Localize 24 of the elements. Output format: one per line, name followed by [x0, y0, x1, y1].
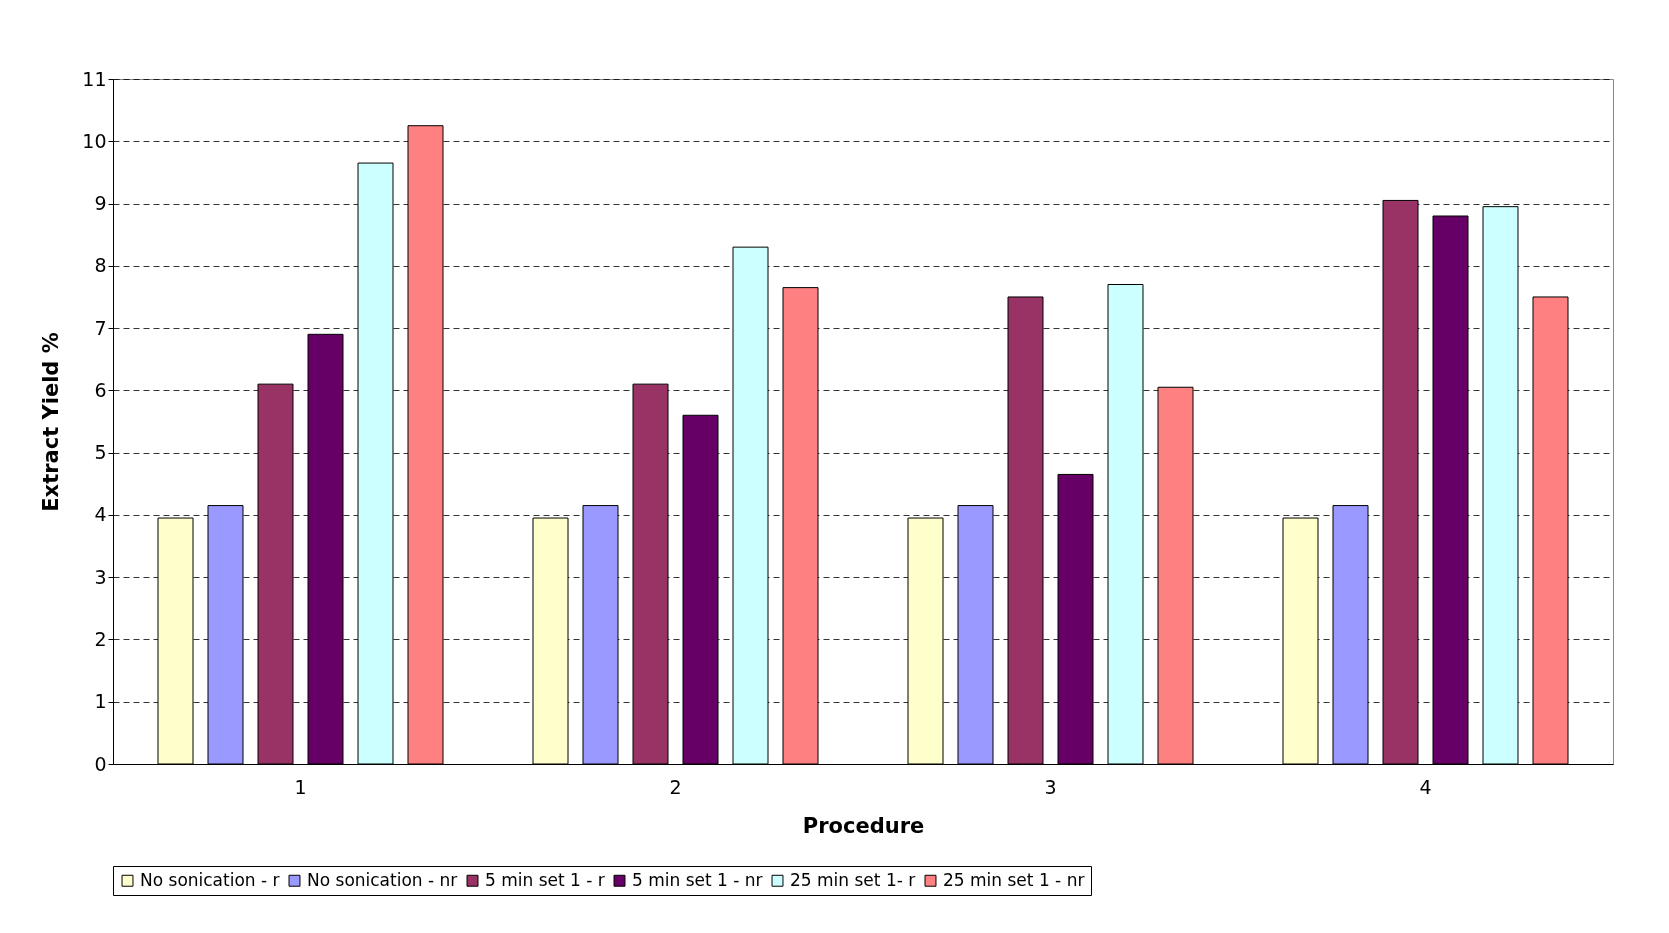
y-tick-label: 4	[94, 503, 107, 526]
x-tick-label: 4	[1419, 775, 1432, 798]
y-tick-label: 10	[82, 129, 107, 152]
x-axis-title: Procedure	[802, 813, 925, 838]
legend-label: 25 min set 1 - nr	[943, 869, 1085, 890]
x-tick-label: 3	[1044, 775, 1057, 798]
y-tick-label: 8	[94, 254, 107, 277]
legend-label: No sonication - nr	[307, 869, 458, 890]
y-axis-title: Extract Yield %	[39, 332, 64, 512]
y-tick-label: 11	[82, 67, 107, 90]
y-tick-label: 1	[94, 690, 107, 713]
legend-label: 25 min set 1- r	[790, 869, 916, 890]
legend-label: 5 min set 1 - nr	[632, 869, 763, 890]
y-tick-label: 3	[94, 565, 107, 588]
y-tick-label: 0	[94, 752, 107, 775]
y-tick-label: 7	[94, 316, 107, 339]
x-tick-label: 1	[294, 775, 307, 798]
legend-label: No sonication - r	[140, 869, 280, 890]
y-tick-label: 2	[94, 627, 107, 650]
legend-label: 5 min set 1 - r	[485, 869, 605, 890]
x-tick-label: 2	[669, 775, 682, 798]
y-tick-label: 9	[94, 192, 107, 215]
y-tick-label: 5	[94, 441, 107, 464]
y-tick-label: 6	[94, 378, 107, 401]
